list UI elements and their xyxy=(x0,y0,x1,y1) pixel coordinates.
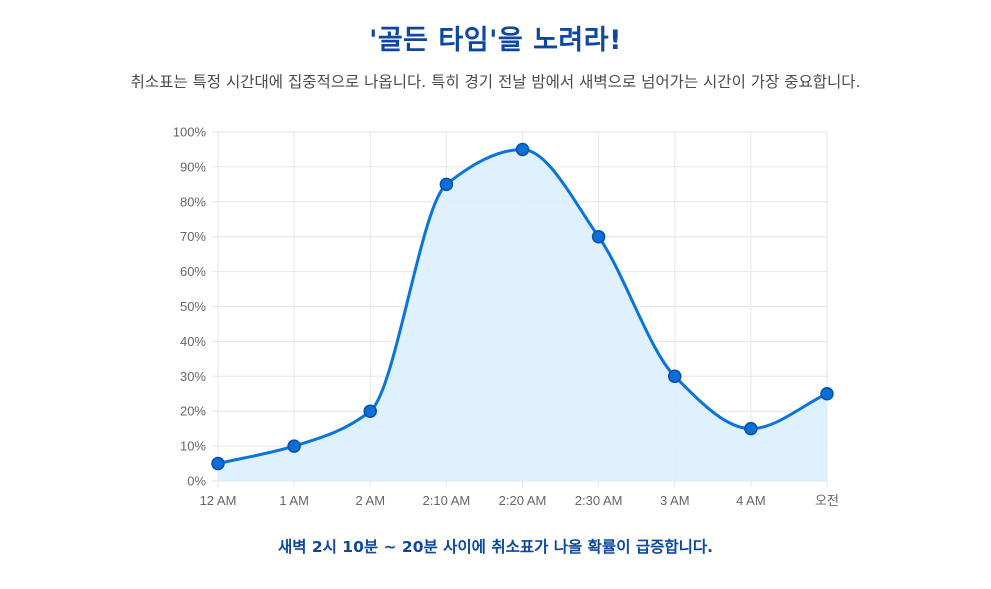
data-point xyxy=(668,369,682,384)
y-tick-label: 60% xyxy=(180,264,206,279)
x-tick-label: 2:30 AM xyxy=(575,493,623,508)
page-title: '골든 타임'을 노려라! xyxy=(369,25,622,56)
y-tick-label: 70% xyxy=(180,229,206,244)
data-point xyxy=(820,387,834,401)
x-tick-label: 3 AM xyxy=(660,493,690,508)
x-tick-label: 1 AM xyxy=(279,493,309,508)
page-subtitle: 취소표는 특정 시간대에 집중적으로 나옵니다. 특히 경기 전날 밤에서 새벽… xyxy=(130,73,861,91)
x-tick-label: 2:10 AM xyxy=(423,493,471,508)
x-tick-label: 2 AM xyxy=(355,493,385,508)
x-tick-label: 4 AM xyxy=(736,493,766,508)
data-point xyxy=(515,142,530,157)
data-point xyxy=(363,404,377,418)
x-axis-ticks: 12 AM 1 AM 2 AM 2:10 AM 2:20 AM 2:30 AM 3 AM 4 … xyxy=(200,493,839,508)
x-tick-label: 12 AM xyxy=(200,493,237,508)
y-tick-label: 50% xyxy=(180,299,206,314)
y-tick-label: 0% xyxy=(187,474,206,489)
y-axis-ticks: 0% 10% 20% 30% 40% 50% 60% 70% 80% 90% 100% xyxy=(173,125,207,489)
x-tick-label: 2:20 AM xyxy=(499,493,547,508)
y-tick-label: 90% xyxy=(180,159,206,174)
data-point xyxy=(744,421,758,436)
y-tick-label: 80% xyxy=(180,194,206,209)
y-tick-label: 10% xyxy=(180,439,206,454)
data-point xyxy=(591,229,606,244)
y-tick-label: 20% xyxy=(180,404,206,419)
y-tick-label: 100% xyxy=(173,125,207,140)
y-tick-label: 30% xyxy=(180,369,206,384)
data-point xyxy=(287,439,301,453)
x-tick-label: 오전 xyxy=(815,493,839,508)
data-point xyxy=(439,177,454,192)
chart-footnote: 새벽 2시 10분 ~ 20분 사이에 취소표가 나올 확률이 급증합니다. xyxy=(277,538,714,556)
data-points xyxy=(211,142,834,471)
data-point xyxy=(211,456,225,471)
y-tick-label: 40% xyxy=(180,334,206,349)
area-fill xyxy=(218,149,827,481)
